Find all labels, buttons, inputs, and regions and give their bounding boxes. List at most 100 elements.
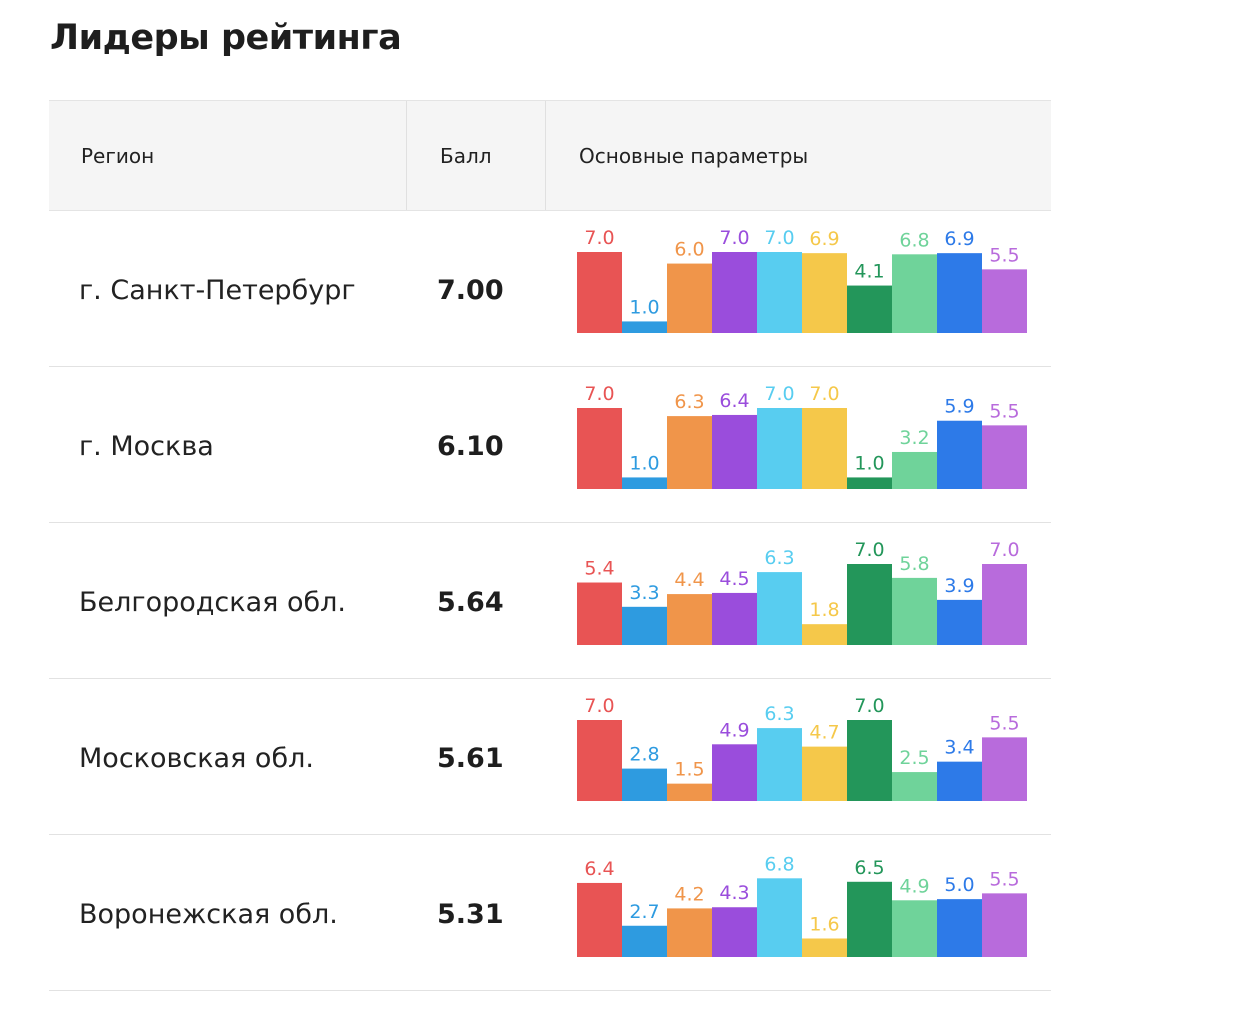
parameter-value-label: 7.0 xyxy=(584,383,614,405)
region-name: Московская обл. xyxy=(79,743,314,774)
parameter-bar xyxy=(622,606,667,645)
parameter-bar xyxy=(622,321,667,333)
region-score: 5.61 xyxy=(437,743,504,774)
parameter-bar xyxy=(757,878,802,957)
parameter-value-label: 3.4 xyxy=(944,737,974,759)
parameter-value-label: 4.9 xyxy=(899,875,929,897)
region-score: 5.31 xyxy=(437,899,504,930)
parameter-value-label: 6.4 xyxy=(719,390,749,412)
parameter-bar-chart: 7.0 1.0 6.3 6.4 7.0 7.0 1.0 3.2 5.9 5.5 xyxy=(577,383,1027,489)
parameter-bar xyxy=(577,882,622,957)
parameter-value-label: 2.5 xyxy=(899,747,929,769)
parameter-value-label: 5.5 xyxy=(989,400,1019,422)
region-name: г. Санкт-Петербург xyxy=(79,275,356,306)
parameter-value-label: 5.5 xyxy=(989,712,1019,734)
parameter-value-label: 4.3 xyxy=(719,882,749,904)
parameter-value-label: 1.5 xyxy=(674,759,704,781)
parameter-bar xyxy=(667,263,712,333)
parameter-value-label: 5.0 xyxy=(944,874,974,896)
table-row: г. Санкт-Петербург 7.00 7.0 1.0 6.0 7.0 7.0 6.9… xyxy=(49,211,1051,367)
parameter-value-label: 5.5 xyxy=(989,868,1019,890)
parameter-bar xyxy=(892,254,937,333)
parameter-bar xyxy=(712,744,757,801)
table-row: Воронежская обл. 5.31 6.4 2.7 4.2 4.3 6.8 1.6 6.… xyxy=(49,835,1051,991)
parameter-bar xyxy=(622,925,667,957)
table-row: г. Москва 6.10 7.0 1.0 6.3 6.4 7.0 7.0 1.0 3.2 5.9… xyxy=(49,367,1051,523)
parameter-value-label: 7.0 xyxy=(584,695,614,717)
parameter-value-label: 5.8 xyxy=(899,553,929,575)
parameter-value-label: 3.3 xyxy=(629,582,659,604)
parameter-bar xyxy=(937,420,982,489)
parameter-value-label: 7.0 xyxy=(719,227,749,249)
parameter-value-label: 1.8 xyxy=(809,599,839,621)
column-header-score[interactable]: Балл xyxy=(407,101,546,210)
parameter-bar xyxy=(847,881,892,957)
region-score: 6.10 xyxy=(437,431,504,462)
region-name: Воронежская обл. xyxy=(79,899,338,930)
column-header-params: Основные параметры xyxy=(579,143,809,168)
parameter-value-label: 1.6 xyxy=(809,913,839,935)
parameter-bar xyxy=(802,253,847,333)
parameter-bar xyxy=(937,599,982,645)
parameter-value-label: 4.1 xyxy=(854,261,884,283)
parameter-bar xyxy=(757,728,802,801)
parameter-value-label: 6.4 xyxy=(584,858,614,880)
parameter-value-label: 7.0 xyxy=(809,383,839,405)
parameter-bar xyxy=(712,592,757,645)
parameter-bar xyxy=(982,269,1027,333)
parameter-bar xyxy=(667,594,712,645)
parameter-value-label: 6.9 xyxy=(944,228,974,250)
page-title: Лидеры рейтинга xyxy=(50,18,402,58)
parameter-value-label: 7.0 xyxy=(584,227,614,249)
table-header: Регион Балл Основные параметры xyxy=(49,100,1051,211)
table-body: г. Санкт-Петербург 7.00 7.0 1.0 6.0 7.0 7.0 6.9… xyxy=(49,211,1051,991)
parameter-bar xyxy=(802,408,847,489)
parameter-value-label: 3.9 xyxy=(944,575,974,597)
parameter-bar xyxy=(847,285,892,333)
parameter-value-label: 3.2 xyxy=(899,427,929,449)
parameter-value-label: 6.5 xyxy=(854,857,884,879)
parameter-value-label: 1.0 xyxy=(629,452,659,474)
parameter-value-label: 6.3 xyxy=(674,391,704,413)
parameter-bar xyxy=(982,425,1027,489)
parameter-bar xyxy=(712,907,757,957)
parameter-bar xyxy=(982,737,1027,801)
parameter-bar-chart: 7.0 1.0 6.0 7.0 7.0 6.9 4.1 6.8 6.9 5.5 xyxy=(577,227,1027,333)
parameter-bar xyxy=(622,477,667,489)
parameter-value-label: 6.8 xyxy=(764,853,794,875)
parameter-bar xyxy=(847,477,892,489)
parameter-bar xyxy=(757,572,802,645)
parameter-bar xyxy=(802,746,847,801)
column-header-region[interactable]: Регион xyxy=(49,101,407,210)
parameter-bar-chart: 5.4 3.3 4.4 4.5 6.3 1.8 7.0 5.8 3.9 7.0 xyxy=(577,539,1027,645)
parameter-bar xyxy=(892,577,937,645)
table-row: Белгородская обл. 5.64 5.4 3.3 4.4 4.5 6.3 1.8 7… xyxy=(49,523,1051,679)
parameter-bar xyxy=(757,252,802,333)
region-name: Белгородская обл. xyxy=(79,587,346,618)
parameter-bar-chart: 7.0 2.8 1.5 4.9 6.3 4.7 7.0 2.5 3.4 5.5 xyxy=(577,695,1027,801)
parameter-value-label: 7.0 xyxy=(989,539,1019,561)
parameter-bar-chart: 6.4 2.7 4.2 4.3 6.8 1.6 6.5 4.9 5.0 5.5 xyxy=(577,853,1027,957)
parameter-value-label: 2.7 xyxy=(629,901,659,923)
parameter-value-label: 5.4 xyxy=(584,558,614,580)
parameter-bar xyxy=(757,408,802,489)
parameter-value-label: 2.8 xyxy=(629,744,659,766)
parameter-bar xyxy=(667,908,712,957)
region-score: 5.64 xyxy=(437,587,504,618)
parameter-bar xyxy=(577,252,622,333)
parameter-value-label: 6.8 xyxy=(899,229,929,251)
parameter-bar xyxy=(892,772,937,801)
parameter-value-label: 6.9 xyxy=(809,228,839,250)
parameter-value-label: 4.7 xyxy=(809,722,839,744)
parameter-value-label: 7.0 xyxy=(854,539,884,561)
parameter-bar xyxy=(712,252,757,333)
parameter-bar xyxy=(982,564,1027,645)
parameter-bar xyxy=(577,720,622,801)
region-name: г. Москва xyxy=(79,431,214,462)
parameter-value-label: 4.4 xyxy=(674,569,704,591)
parameter-bar xyxy=(667,783,712,801)
parameter-value-label: 7.0 xyxy=(854,695,884,717)
parameter-bar xyxy=(712,414,757,489)
parameter-bar xyxy=(892,451,937,489)
parameter-bar xyxy=(982,893,1027,957)
